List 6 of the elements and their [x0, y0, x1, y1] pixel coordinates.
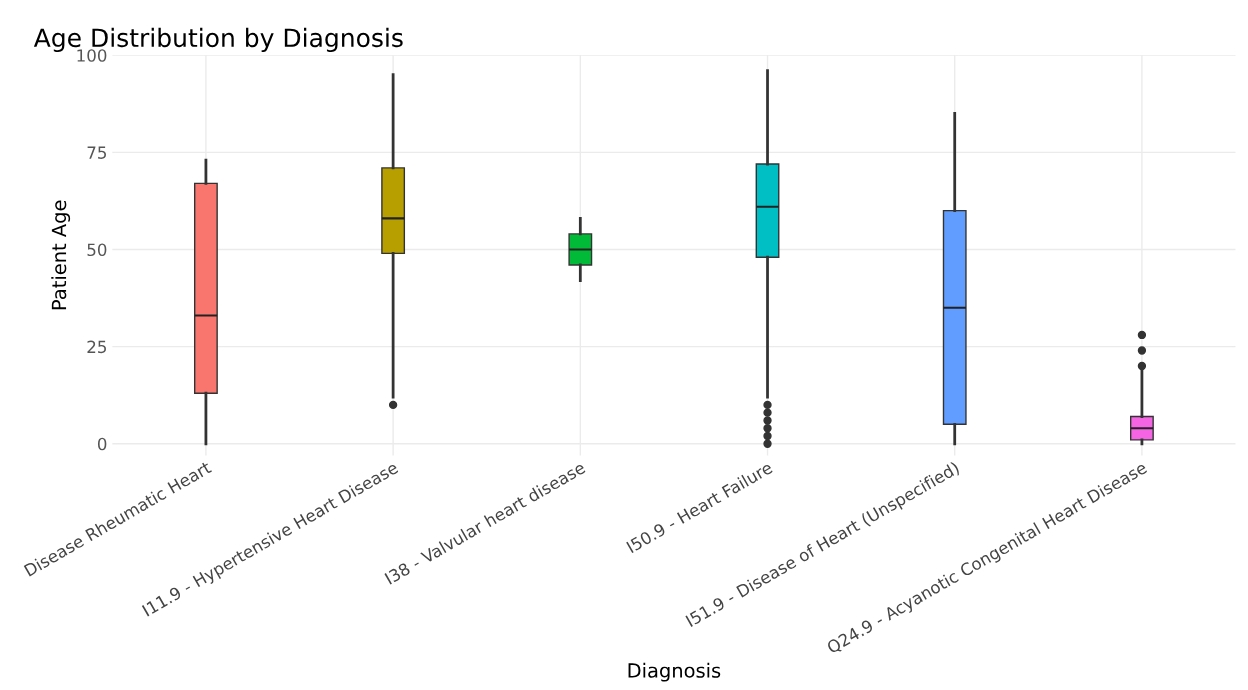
- y-tick-label: 50: [87, 243, 107, 257]
- x-axis-title: Diagnosis: [628, 662, 721, 682]
- y-tick-label: 75: [87, 146, 106, 159]
- y-axis-title: Patient Age: [51, 200, 71, 310]
- y-tick-label: 0: [97, 437, 107, 451]
- y-tick-label: 25: [87, 340, 106, 354]
